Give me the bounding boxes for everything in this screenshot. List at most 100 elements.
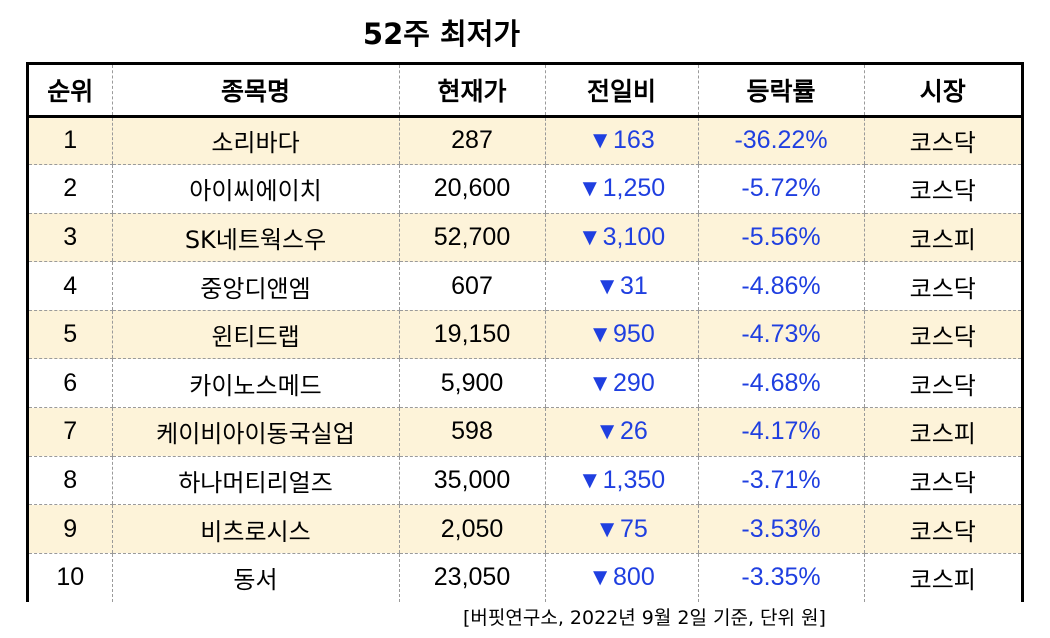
cell-name: 비츠로시스: [111, 504, 399, 554]
cell-change: ▼800: [544, 553, 698, 602]
header-rank: 순위: [29, 65, 112, 118]
cell-price: 287: [398, 116, 545, 166]
cell-name: 카이노스메드: [111, 358, 399, 409]
cell-market: 코스닥: [863, 310, 1021, 360]
cell-rank: 9: [29, 504, 112, 554]
down-arrow-icon: ▼: [595, 418, 619, 446]
cell-price: 19,150: [398, 310, 545, 360]
table-row: 6 카이노스메드 5,900 ▼290 -4.68% 코스닥: [29, 358, 1021, 409]
change-value: 75: [619, 514, 648, 543]
down-arrow-icon: ▼: [588, 369, 613, 397]
cell-market: 코스닥: [863, 504, 1021, 554]
change-value: 3,100: [602, 222, 666, 251]
cell-name: 하나머티리얼즈: [111, 456, 399, 506]
cell-price: 598: [398, 407, 545, 457]
cell-market: 코스닥: [863, 456, 1021, 506]
down-arrow-icon: ▼: [595, 272, 619, 300]
cell-price: 5,900: [398, 358, 545, 409]
change-value: 1,350: [602, 465, 666, 494]
cell-name: SK네트웍스우: [111, 213, 399, 263]
header-price: 현재가: [398, 65, 545, 118]
table-title: 52주 최저가: [362, 17, 521, 51]
cell-market: 코스피: [863, 213, 1021, 263]
down-arrow-icon: ▼: [595, 515, 619, 543]
down-arrow-icon: ▼: [588, 321, 613, 349]
cell-name: 동서: [111, 553, 399, 602]
change-value: 1,250: [602, 174, 666, 203]
cell-change: ▼26: [544, 407, 698, 457]
down-arrow-icon: ▼: [588, 127, 613, 155]
cell-change: ▼1,350: [544, 456, 698, 506]
cell-change: ▼290: [544, 358, 698, 409]
cell-rate: -5.56%: [697, 213, 864, 263]
cell-rank: 1: [29, 116, 112, 166]
cell-rank: 2: [29, 164, 112, 214]
cell-rank: 10: [56, 563, 85, 592]
cell-rank: 4: [29, 261, 112, 311]
cell-market: 코스피: [863, 407, 1021, 457]
header-rate: 등락률: [697, 65, 864, 118]
cell-name: 케이비아이동국실업: [111, 407, 399, 457]
cell-price: 23,050: [398, 553, 545, 602]
cell-change: ▼1,250: [544, 164, 698, 214]
table-row: 1 소리바다 287 ▼163 -36.22% 코스닥: [29, 116, 1021, 166]
table-row: 5 윈티드랩 19,150 ▼950 -4.73% 코스닥: [29, 310, 1021, 360]
cell-rate: -4.68%: [697, 358, 864, 409]
cell-rate: -3.53%: [697, 504, 864, 554]
change-value: 31: [619, 271, 648, 300]
cell-rate: -36.22%: [697, 116, 864, 166]
table-row: 8 하나머티리얼즈 35,000 ▼1,350 -3.71% 코스닥: [29, 456, 1021, 506]
change-value: 290: [613, 368, 655, 397]
table-row: 7 케이비아이동국실업 598 ▼26 -4.17% 코스피: [29, 407, 1021, 457]
cell-name: 소리바다: [111, 116, 399, 166]
change-value: 163: [613, 126, 655, 155]
cell-market: 코스닥: [863, 164, 1021, 214]
cell-price: 607: [398, 261, 545, 311]
stock-table: 순위 종목명 현재가 전일비 등락률 시장 1 소리바다 287 ▼163 -36.22…: [29, 65, 1021, 602]
cell-rank: 8: [29, 456, 112, 506]
cell-name: 아이씨에이치: [111, 164, 399, 214]
header-name: 종목명: [111, 65, 399, 118]
down-arrow-icon: ▼: [577, 223, 602, 251]
change-value: 26: [619, 417, 648, 446]
cell-market: 코스닥: [863, 358, 1021, 409]
down-arrow-icon: ▼: [577, 175, 602, 203]
table-row: 2 아이씨에이치 20,600 ▼1,250 -5.72% 코스닥: [29, 164, 1021, 214]
header-change: 전일비: [544, 65, 698, 118]
cell-change: ▼3,100: [544, 213, 698, 263]
table-row: 4 중앙디앤엠 607 ▼31 -4.86% 코스닥: [29, 261, 1021, 311]
change-value: 950: [613, 320, 655, 349]
cell-rank: 3: [29, 213, 112, 263]
cell-price: 52,700: [398, 213, 545, 263]
cell-change: ▼75: [544, 504, 698, 554]
cell-market: 코스닥: [863, 261, 1021, 311]
change-value: 800: [613, 563, 655, 592]
cell-name: 중앙디앤엠: [111, 261, 399, 311]
cell-price: 20,600: [398, 164, 545, 214]
table-row: 9 비츠로시스 2,050 ▼75 -3.53% 코스닥: [29, 504, 1021, 554]
down-arrow-icon: ▼: [577, 466, 602, 494]
cell-price: 35,000: [398, 456, 545, 506]
header-row: 순위 종목명 현재가 전일비 등락률 시장: [29, 65, 1021, 118]
cell-change: ▼31: [544, 261, 698, 311]
cell-rank: 5: [29, 310, 112, 360]
cell-rate: -4.86%: [697, 261, 864, 311]
table-row: 3 SK네트웍스우 52,700 ▼3,100 -5.56% 코스피: [29, 213, 1021, 263]
cell-market: 코스닥: [863, 116, 1021, 166]
cell-market: 코스피: [863, 553, 1021, 602]
header-market: 시장: [863, 65, 1021, 118]
cell-change: ▼950: [544, 310, 698, 360]
cell-rank: 6: [29, 358, 112, 409]
cell-name: 윈티드랩: [111, 310, 399, 360]
down-arrow-icon: ▼: [588, 564, 613, 592]
cell-price: 2,050: [398, 504, 545, 554]
cell-rate: -3.35%: [697, 553, 864, 602]
cell-rate: -5.72%: [697, 164, 864, 214]
cell-rate: -3.71%: [697, 456, 864, 506]
cell-rank: 7: [29, 407, 112, 457]
stock-table-frame: 순위 종목명 현재가 전일비 등락률 시장 1 소리바다 287 ▼163 -36.22…: [26, 62, 1024, 602]
table-row: 10 동서 23,050 ▼800 -3.35% 코스피: [29, 553, 1021, 602]
cell-rate: -4.73%: [697, 310, 864, 360]
source-footnote: [버핏연구소, 2022년 9월 2일 기준, 단위 원]: [463, 607, 826, 629]
cell-rate: -4.17%: [697, 407, 864, 457]
